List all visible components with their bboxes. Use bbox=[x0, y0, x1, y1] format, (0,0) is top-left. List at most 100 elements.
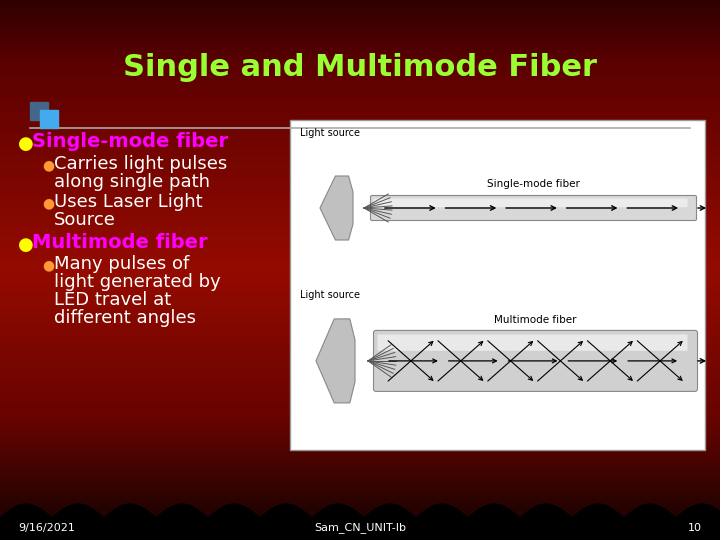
Bar bbox=[0, 536, 720, 537]
Bar bbox=[0, 40, 720, 41]
Bar bbox=[0, 158, 720, 159]
Bar bbox=[0, 108, 720, 109]
Bar bbox=[0, 66, 720, 67]
Bar bbox=[0, 177, 720, 178]
Bar bbox=[0, 45, 720, 46]
Bar bbox=[0, 313, 720, 314]
Text: Single-mode fiber: Single-mode fiber bbox=[32, 132, 228, 151]
Bar bbox=[0, 116, 720, 117]
Bar bbox=[0, 421, 720, 422]
Bar bbox=[0, 17, 720, 18]
Bar bbox=[0, 523, 720, 524]
Bar bbox=[0, 423, 720, 424]
Bar bbox=[0, 429, 720, 430]
Bar bbox=[0, 160, 720, 161]
Bar bbox=[0, 359, 720, 360]
Bar bbox=[0, 72, 720, 73]
Bar bbox=[0, 329, 720, 330]
Bar bbox=[0, 212, 720, 213]
Bar bbox=[0, 474, 720, 475]
Bar bbox=[0, 152, 720, 153]
Bar bbox=[0, 103, 720, 104]
Bar bbox=[0, 342, 720, 343]
Bar bbox=[0, 449, 720, 450]
Bar bbox=[0, 204, 720, 205]
Bar bbox=[0, 516, 720, 517]
Bar bbox=[0, 465, 720, 466]
Bar bbox=[0, 242, 720, 243]
Bar bbox=[0, 463, 720, 464]
Bar bbox=[0, 348, 720, 349]
Bar bbox=[0, 504, 720, 505]
Bar bbox=[0, 141, 720, 142]
Bar bbox=[0, 163, 720, 164]
Bar bbox=[0, 508, 720, 509]
Bar bbox=[0, 143, 720, 144]
Bar bbox=[0, 435, 720, 436]
Bar bbox=[0, 315, 720, 316]
Bar bbox=[0, 273, 720, 274]
Bar bbox=[0, 195, 720, 196]
Bar bbox=[0, 178, 720, 179]
Bar bbox=[0, 132, 720, 133]
Bar bbox=[0, 489, 720, 490]
Bar bbox=[0, 238, 720, 239]
Bar bbox=[0, 249, 720, 250]
Bar bbox=[0, 121, 720, 122]
Bar bbox=[0, 253, 720, 254]
Bar bbox=[0, 493, 720, 494]
Text: ●: ● bbox=[18, 236, 34, 254]
Bar bbox=[0, 305, 720, 306]
Bar bbox=[0, 330, 720, 331]
Bar bbox=[0, 378, 720, 379]
Bar bbox=[0, 360, 720, 361]
Bar bbox=[0, 47, 720, 48]
Bar bbox=[0, 307, 720, 308]
Bar bbox=[0, 434, 720, 435]
Bar bbox=[0, 401, 720, 402]
Bar bbox=[0, 383, 720, 384]
Bar bbox=[0, 481, 720, 482]
Bar bbox=[0, 154, 720, 155]
Bar bbox=[0, 23, 720, 24]
Bar bbox=[0, 11, 720, 12]
Bar bbox=[0, 129, 720, 130]
Bar bbox=[0, 210, 720, 211]
Bar bbox=[0, 293, 720, 294]
Bar bbox=[0, 418, 720, 419]
Bar bbox=[0, 522, 720, 523]
Bar bbox=[0, 415, 720, 416]
Bar bbox=[0, 400, 720, 401]
Bar bbox=[0, 398, 720, 399]
Bar bbox=[0, 65, 720, 66]
Bar bbox=[0, 433, 720, 434]
Bar bbox=[0, 170, 720, 171]
Bar bbox=[0, 151, 720, 152]
Bar bbox=[0, 379, 720, 380]
Bar bbox=[0, 256, 720, 257]
Bar bbox=[0, 46, 720, 47]
Bar bbox=[0, 287, 720, 288]
Bar bbox=[0, 387, 720, 388]
Bar bbox=[0, 165, 720, 166]
Bar bbox=[0, 78, 720, 79]
Bar bbox=[0, 409, 720, 410]
Bar bbox=[0, 33, 720, 34]
FancyBboxPatch shape bbox=[374, 330, 698, 392]
Bar bbox=[0, 133, 720, 134]
Bar bbox=[0, 164, 720, 165]
Bar bbox=[0, 247, 720, 248]
Bar bbox=[0, 397, 720, 398]
Bar bbox=[0, 50, 720, 51]
Bar bbox=[0, 166, 720, 167]
Bar bbox=[0, 250, 720, 251]
Bar bbox=[0, 16, 720, 17]
Bar bbox=[0, 266, 720, 267]
Bar bbox=[0, 162, 720, 163]
Bar bbox=[0, 286, 720, 287]
Bar bbox=[0, 159, 720, 160]
Bar bbox=[0, 98, 720, 99]
Bar bbox=[0, 455, 720, 456]
Bar bbox=[0, 467, 720, 468]
Bar bbox=[0, 268, 720, 269]
